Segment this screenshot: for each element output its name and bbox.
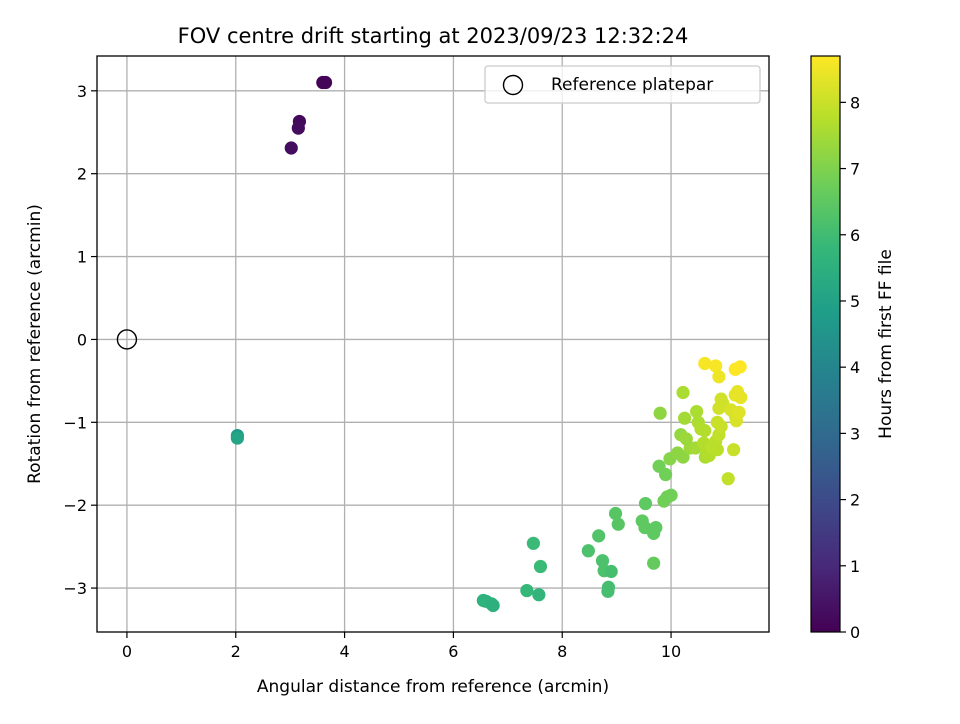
data-point	[291, 121, 305, 135]
data-point	[676, 450, 690, 464]
data-point	[284, 141, 298, 155]
data-point	[690, 404, 704, 419]
colorbar-tick-label: 3	[850, 424, 860, 443]
y-tick-label: −2	[63, 496, 87, 515]
data-points	[116, 75, 748, 613]
colorbar-tick-label: 6	[850, 226, 860, 245]
x-axis-label: Angular distance from reference (arcmin)	[257, 677, 609, 697]
y-tick-label: 1	[77, 248, 87, 267]
data-point	[698, 424, 712, 438]
data-point	[532, 588, 546, 602]
colorbar-tick-label: 7	[850, 160, 860, 179]
colorbar-tick-label: 4	[850, 358, 860, 377]
plot-area-frame	[96, 55, 770, 633]
data-point	[581, 544, 595, 558]
colorbar-gradient	[810, 55, 841, 633]
reference-platepar-marker	[116, 329, 138, 350]
y-tick-label: 3	[77, 82, 87, 101]
data-point	[649, 520, 663, 535]
data-point	[698, 356, 712, 371]
chart-title: FOV centre drift starting at 2023/09/23 …	[178, 24, 689, 48]
data-point	[486, 598, 500, 613]
colorbar-tick-label: 5	[850, 292, 860, 311]
y-tick-label: 2	[77, 165, 87, 184]
y-axis-label: Rotation from reference (arcmin)	[25, 204, 45, 484]
y-tick-label: −3	[63, 579, 87, 598]
data-point	[664, 488, 678, 502]
data-point	[608, 506, 623, 521]
x-tick-label: 4	[339, 642, 349, 661]
data-point	[714, 419, 728, 434]
data-point	[709, 359, 723, 373]
data-point	[734, 390, 748, 405]
data-point	[727, 443, 741, 457]
data-point	[230, 431, 244, 445]
legend-frame	[484, 65, 761, 104]
y-axis-ticks: −3 −2 −1 0 1 2 3	[63, 82, 97, 598]
data-point	[678, 411, 692, 425]
data-point	[659, 467, 673, 482]
legend-label: Reference platepar	[551, 75, 713, 95]
data-point	[710, 443, 724, 457]
colorbar-tick-label: 1	[850, 557, 860, 576]
y-tick-label: 0	[77, 330, 87, 349]
data-point	[676, 385, 690, 400]
colorbar: 0 1 2 3 4 5 6 7 8 Hours from first FF file	[810, 55, 896, 642]
x-tick-label: 2	[231, 642, 241, 661]
legend-marker	[502, 74, 524, 96]
colorbar-ticks: 0 1 2 3 4 5 6 7 8	[840, 93, 860, 642]
colorbar-tick-label: 0	[850, 623, 860, 642]
data-point	[638, 496, 653, 511]
legend: Reference platepar	[484, 65, 761, 104]
data-point	[721, 472, 735, 486]
colorbar-tick-label: 8	[850, 93, 860, 112]
grid	[97, 56, 769, 632]
data-point	[592, 529, 606, 543]
data-point	[595, 554, 610, 568]
data-point	[601, 584, 615, 598]
colorbar-label: Hours from first FF file	[876, 249, 896, 439]
data-point	[733, 360, 747, 374]
x-tick-label: 10	[661, 642, 681, 661]
data-point	[611, 517, 625, 531]
data-point	[526, 536, 540, 550]
data-point	[647, 556, 661, 570]
data-point	[533, 559, 548, 574]
data-point	[604, 564, 618, 579]
data-point	[712, 370, 726, 384]
data-point	[653, 406, 667, 420]
colorbar-tick-label: 2	[850, 491, 860, 510]
data-point	[318, 75, 333, 90]
x-tick-label: 6	[448, 642, 458, 661]
data-point	[732, 405, 746, 419]
x-tick-label: 8	[557, 642, 567, 661]
y-tick-label: −1	[63, 413, 87, 432]
data-point	[520, 583, 534, 598]
x-tick-label: 0	[122, 642, 132, 661]
x-axis-ticks: 0 2 4 6 8 10	[122, 632, 681, 661]
